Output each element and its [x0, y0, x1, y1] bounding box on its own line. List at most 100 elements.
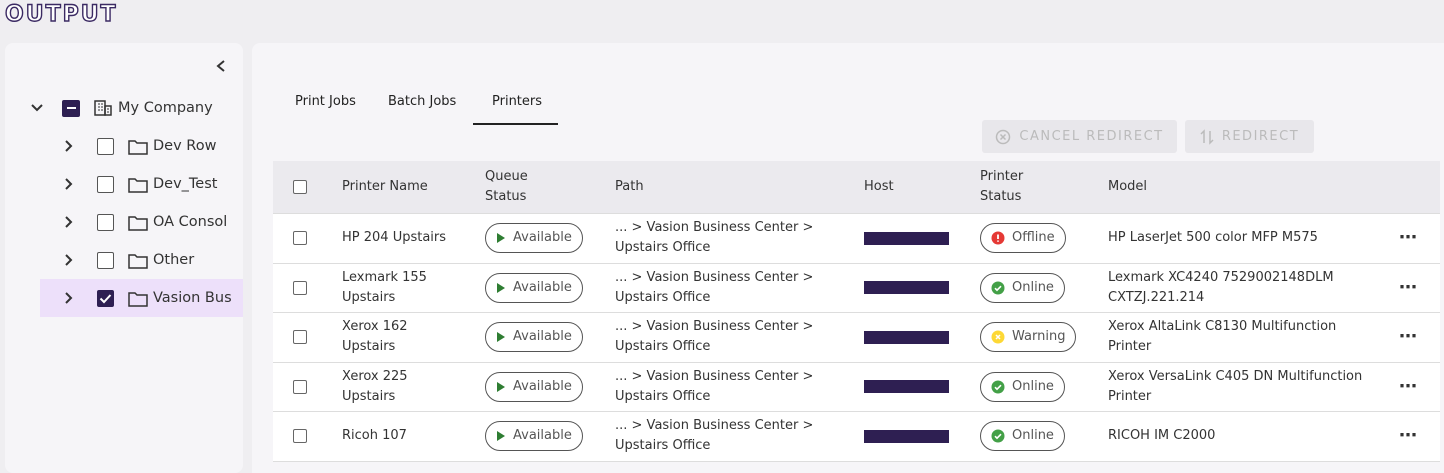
tree-node[interactable]: Other [63, 241, 194, 279]
checkbox[interactable] [97, 213, 114, 231]
host-redacted [864, 380, 949, 394]
folder-icon [128, 177, 148, 193]
queue-status-label: Available [513, 378, 572, 394]
row-menu[interactable]: ⋯ [1399, 375, 1418, 397]
queue-status: Available [485, 223, 583, 254]
column-header[interactable]: Queue Status [485, 169, 528, 204]
chevron[interactable] [63, 139, 75, 153]
row-menu[interactable]: ⋯ [1399, 227, 1418, 249]
queue-status-label: Available [513, 279, 572, 295]
collapse-button[interactable] [215, 59, 227, 73]
column-header[interactable]: Model [1108, 179, 1148, 194]
chevron[interactable] [63, 253, 75, 267]
row-checkbox[interactable] [293, 231, 307, 246]
tree-node[interactable]: Dev_Test [63, 165, 217, 203]
column-header[interactable]: Printer Status [980, 169, 1024, 204]
checkbox[interactable] [97, 289, 114, 307]
folder-icon [128, 291, 148, 307]
checkbox[interactable] [97, 175, 114, 193]
queue-status: Available [485, 421, 583, 452]
host-redacted [864, 231, 949, 245]
select-all-checkbox[interactable] [293, 180, 307, 194]
printer-status: Online [980, 421, 1065, 452]
checkbox[interactable] [97, 251, 114, 269]
cancel-icon [996, 129, 1011, 144]
chevron[interactable] [63, 291, 75, 305]
printer-status: Warning [980, 322, 1077, 353]
tree-node[interactable]: OA Consol [63, 203, 227, 241]
checkbox[interactable] [97, 137, 114, 155]
folder-icon [128, 215, 148, 231]
row-menu[interactable]: ⋯ [1399, 326, 1418, 348]
row-menu[interactable]: ⋯ [1399, 425, 1418, 447]
tree-label: Vasion Bus [153, 290, 232, 306]
printer-status-label: Warning [1012, 329, 1066, 345]
model: HP LaserJet 500 color MFP M575 [1108, 230, 1318, 246]
printers-table: Printer Name Queue Status Path Host Prin… [273, 161, 1440, 462]
queue-status: Available [485, 272, 583, 303]
tab[interactable]: Print Jobs [295, 94, 356, 109]
tree-node[interactable]: Dev Row [63, 127, 216, 165]
table-header: Printer Name Queue Status Path Host Prin… [273, 161, 1440, 214]
redirect-button[interactable]: REDIRECT [1185, 120, 1314, 153]
tab[interactable]: Batch Jobs [388, 94, 457, 109]
printer-status: Online [980, 371, 1065, 402]
printer-name: Lexmark 155 Upstairs [342, 269, 427, 305]
button-label: REDIRECT [1221, 129, 1300, 144]
printer-status-label: Online [1012, 428, 1054, 444]
row-checkbox[interactable] [293, 379, 307, 394]
button-label: CANCEL REDIRECT [1019, 129, 1164, 144]
checkbox-partial[interactable] [62, 99, 80, 117]
printer-name: HP 204 Upstairs [342, 230, 447, 246]
table-row[interactable]: Xerox 162 Upstairs Available ... > Vasio… [273, 313, 1440, 363]
printer-status: Online [980, 272, 1065, 303]
path: ... > Vasion Business Center > Upstairs … [615, 319, 814, 355]
cancel-redirect-button[interactable]: CANCEL REDIRECT [982, 120, 1177, 153]
folder-icon [128, 253, 148, 269]
tab-active[interactable]: Printers [492, 94, 543, 109]
printer-status-label: Online [1012, 279, 1054, 295]
printer-status-label: Online [1012, 378, 1054, 394]
row-checkbox[interactable] [293, 330, 307, 345]
main-panel: Print Jobs Batch Jobs Printers CANCEL RE… [252, 43, 1444, 473]
path: ... > Vasion Business Center > Upstairs … [615, 220, 814, 256]
table-row[interactable]: Xerox 225 Upstairs Available ... > Vasio… [273, 362, 1440, 412]
tree-label: OA Consol [153, 214, 228, 230]
column-header[interactable]: Path [615, 179, 644, 194]
tree-label: Other [153, 252, 195, 268]
chevron[interactable] [30, 102, 46, 114]
model: Xerox VersaLink C405 DN Multifunction Pr… [1108, 368, 1363, 404]
table-row[interactable]: Ricoh 107 Available ... > Vasion Busines… [273, 412, 1440, 462]
host-redacted [864, 429, 949, 443]
tree-root[interactable]: My Company [30, 89, 213, 127]
row-menu[interactable]: ⋯ [1399, 276, 1418, 298]
selected-highlight [40, 279, 243, 317]
column-header[interactable]: Host [864, 179, 894, 194]
building-icon [94, 100, 112, 116]
path: ... > Vasion Business Center > Upstairs … [615, 368, 814, 404]
row-checkbox[interactable] [293, 429, 307, 444]
printer-name: Xerox 162 Upstairs [342, 319, 408, 355]
row-checkbox[interactable] [293, 280, 307, 295]
printer-status: Offline [980, 223, 1066, 254]
sidebar: My Company Dev Row Dev_Test OA Consol Ot… [5, 43, 243, 473]
printer-name: Xerox 225 Upstairs [342, 368, 408, 404]
queue-status-label: Available [513, 428, 572, 444]
chevron[interactable] [63, 177, 75, 191]
folder-icon [128, 139, 148, 155]
model: Xerox AltaLink C8130 Multifunction Print… [1108, 319, 1337, 355]
page: OUTPUT My Company Dev Row Dev_Test OA Co… [4, 1, 1440, 462]
printer-status-label: Offline [1012, 230, 1055, 246]
tab-underline [473, 123, 558, 125]
chevron[interactable] [63, 215, 75, 229]
table-row[interactable]: HP 204 Upstairs Available ... > Vasion B… [273, 214, 1440, 264]
tree-label: My Company [118, 100, 213, 116]
model: RICOH IM C2000 [1108, 428, 1216, 444]
tree-node[interactable]: Vasion Bus [63, 279, 232, 317]
host-redacted [864, 330, 949, 344]
path: ... > Vasion Business Center > Upstairs … [615, 418, 814, 454]
queue-status: Available [485, 371, 583, 402]
column-header[interactable]: Printer Name [342, 179, 428, 194]
tree-label: Dev Row [153, 138, 217, 154]
table-row[interactable]: Lexmark 155 Upstairs Available ... > Vas… [273, 263, 1440, 313]
